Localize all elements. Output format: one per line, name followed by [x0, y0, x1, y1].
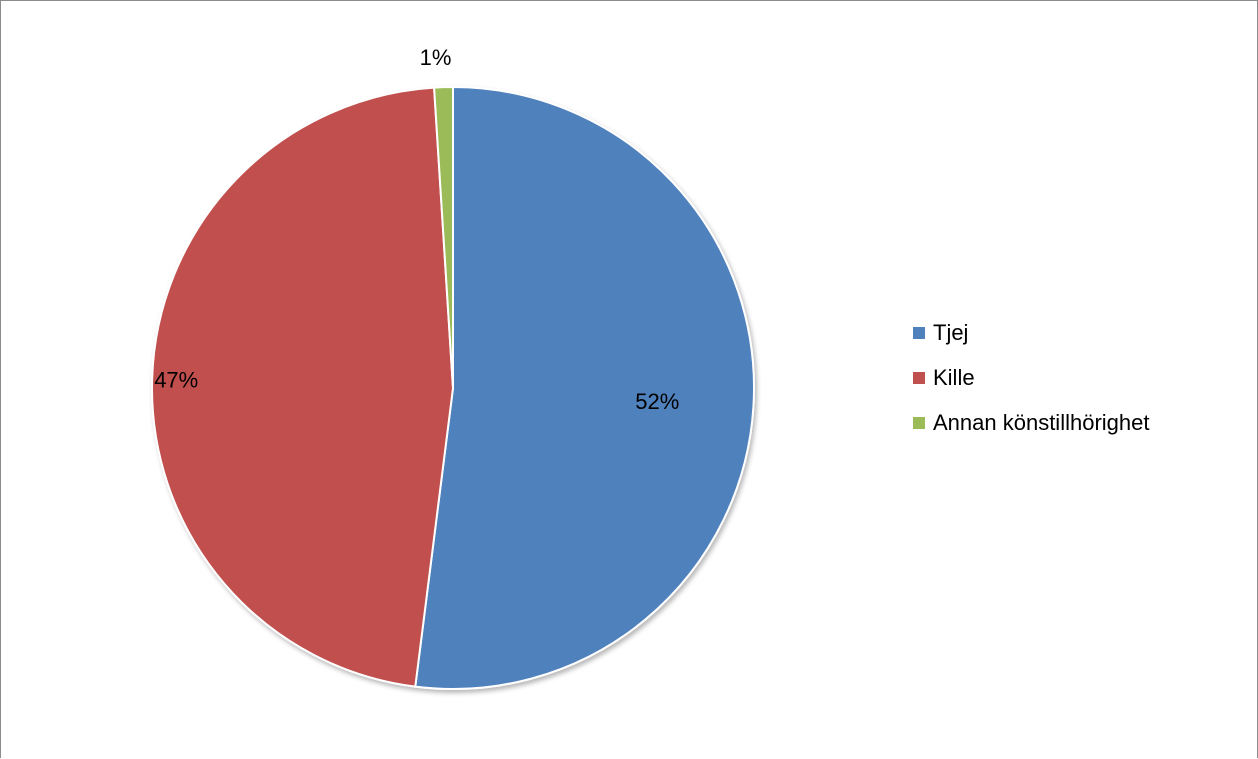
- pie-slice-kille: [151, 86, 455, 688]
- pie-slice-tjej: [414, 85, 755, 690]
- pie-slice-annan: [433, 85, 454, 389]
- pie-slices: [151, 85, 755, 690]
- legend-label-annan: Annan könstillhörighet: [933, 410, 1150, 435]
- legend-swatch-annan: [913, 417, 925, 429]
- legend-item-tjej: Tjej: [913, 319, 1149, 347]
- legend-item-kille: Kille: [913, 364, 1149, 392]
- legend-label-tjej: Tjej: [933, 320, 969, 345]
- legend-swatch-kille: [913, 372, 925, 384]
- legend-item-annan: Annan könstillhörighet: [913, 409, 1149, 437]
- data-label-kille: 47%: [154, 367, 198, 392]
- pie-data-labels: 52% 47% 1%: [154, 45, 679, 414]
- chart-legend: Tjej Kille Annan könstillhörighet: [913, 319, 1149, 454]
- legend-swatch-tjej: [913, 327, 925, 339]
- data-label-tjej: 52%: [635, 389, 679, 414]
- data-label-annan: 1%: [420, 45, 452, 70]
- legend-label-kille: Kille: [933, 365, 975, 390]
